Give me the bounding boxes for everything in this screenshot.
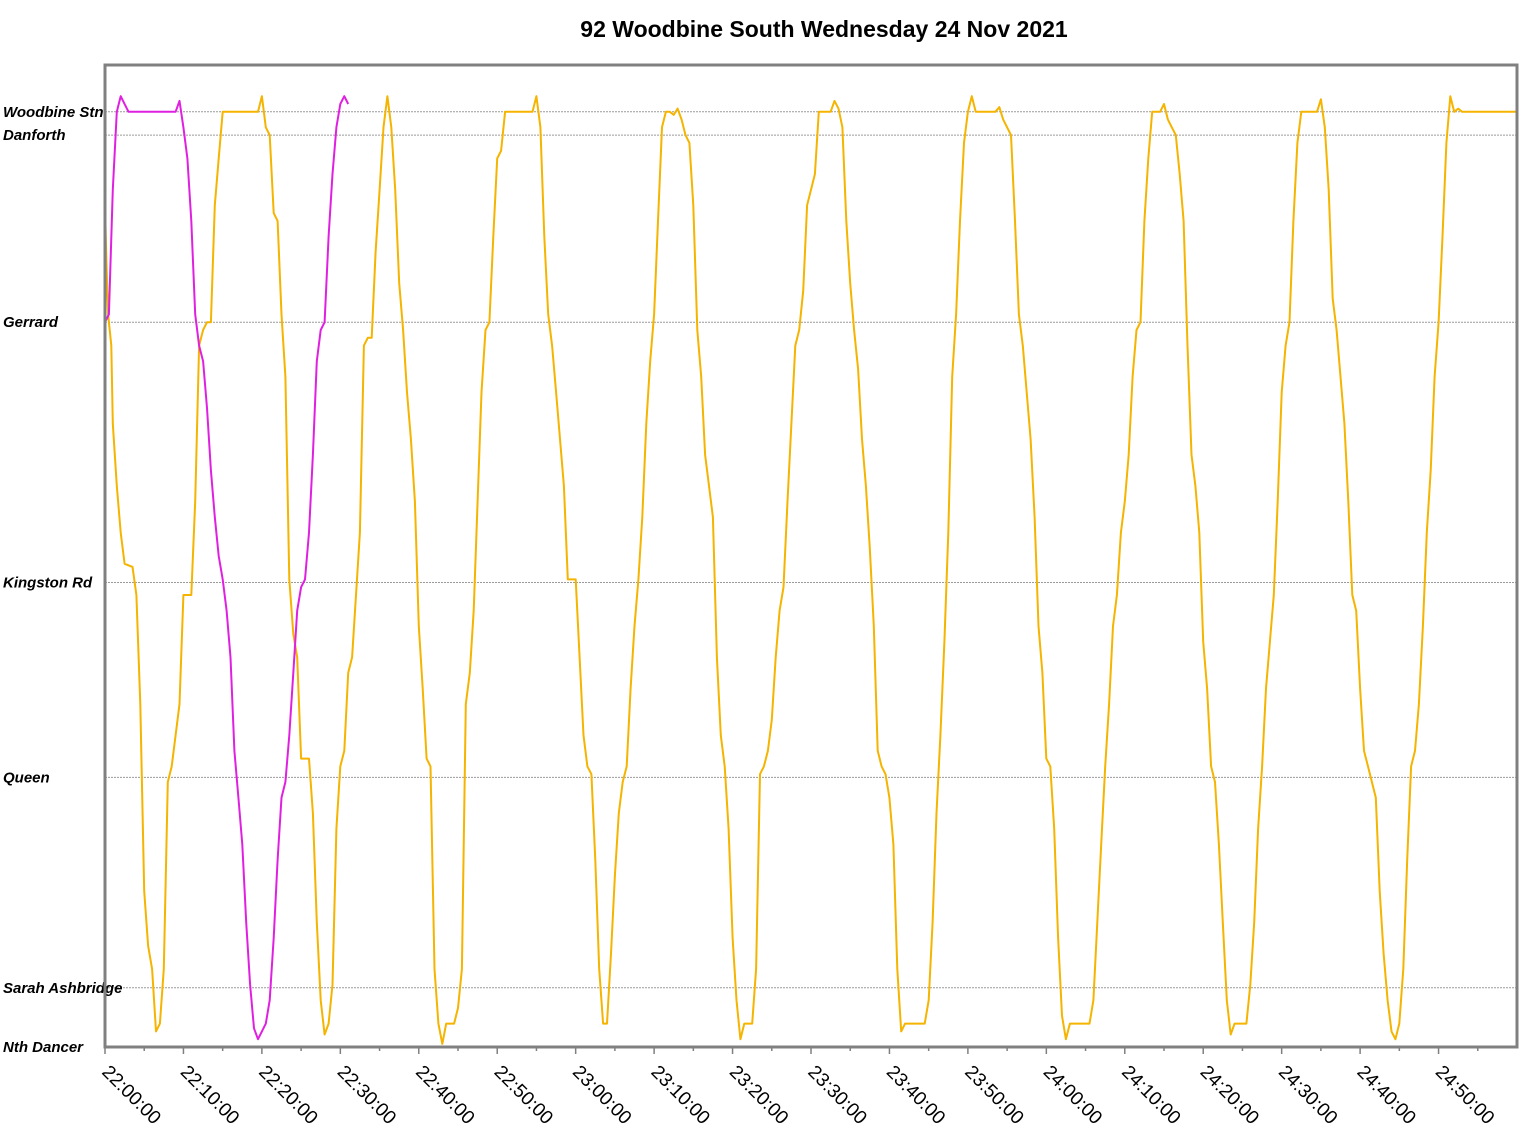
x-tick-label: 23:00:00	[568, 1062, 635, 1129]
stop-gridlines	[105, 111, 1517, 989]
stop-label: Queen	[3, 769, 50, 786]
stop-label: Sarah Ashbridge	[3, 980, 122, 997]
series-lines	[104, 95, 1517, 1045]
x-tick-label: 22:20:00	[254, 1062, 321, 1129]
series-line-1	[104, 95, 350, 1041]
x-tick-label: 24:50:00	[1431, 1062, 1498, 1129]
x-tick-label: 22:40:00	[411, 1062, 478, 1129]
x-tick-label: 22:00:00	[97, 1062, 164, 1129]
x-tick-label: 23:20:00	[725, 1062, 792, 1129]
stop-label: Gerrard	[3, 314, 59, 331]
x-tick-label: 24:30:00	[1274, 1062, 1341, 1129]
x-tick-label: 24:20:00	[1196, 1062, 1263, 1129]
x-tick-label: 24:40:00	[1353, 1062, 1420, 1129]
x-tick-label: 22:10:00	[176, 1062, 243, 1129]
stop-labels: Woodbine Stn Danforth Gerrard Kingston Rd Qu…	[3, 104, 122, 1056]
stop-label: Woodbine Stn	[3, 104, 104, 121]
stop-label: Danforth	[3, 127, 66, 144]
x-tick-label: 23:40:00	[882, 1062, 949, 1129]
x-tick-label: 23:30:00	[803, 1062, 870, 1129]
series-line-0	[104, 95, 1517, 1045]
stop-label: Kingston Rd	[3, 574, 93, 591]
x-tick-label: 24:00:00	[1039, 1062, 1106, 1129]
x-axis-ticks	[104, 1047, 1479, 1054]
x-axis-tick-labels: 22:00:00 22:10:00 22:20:00 22:30:00 22:40:00…	[97, 1062, 1498, 1129]
x-tick-label: 22:50:00	[490, 1062, 557, 1129]
stop-label: Nth Dancer	[3, 1039, 84, 1056]
x-tick-label: 23:50:00	[960, 1062, 1027, 1129]
chart-title: 92 Woodbine South Wednesday 24 Nov 2021	[580, 16, 1068, 42]
x-tick-label: 22:30:00	[333, 1062, 400, 1129]
x-tick-label: 23:10:00	[647, 1062, 714, 1129]
x-tick-label: 24:10:00	[1117, 1062, 1184, 1129]
